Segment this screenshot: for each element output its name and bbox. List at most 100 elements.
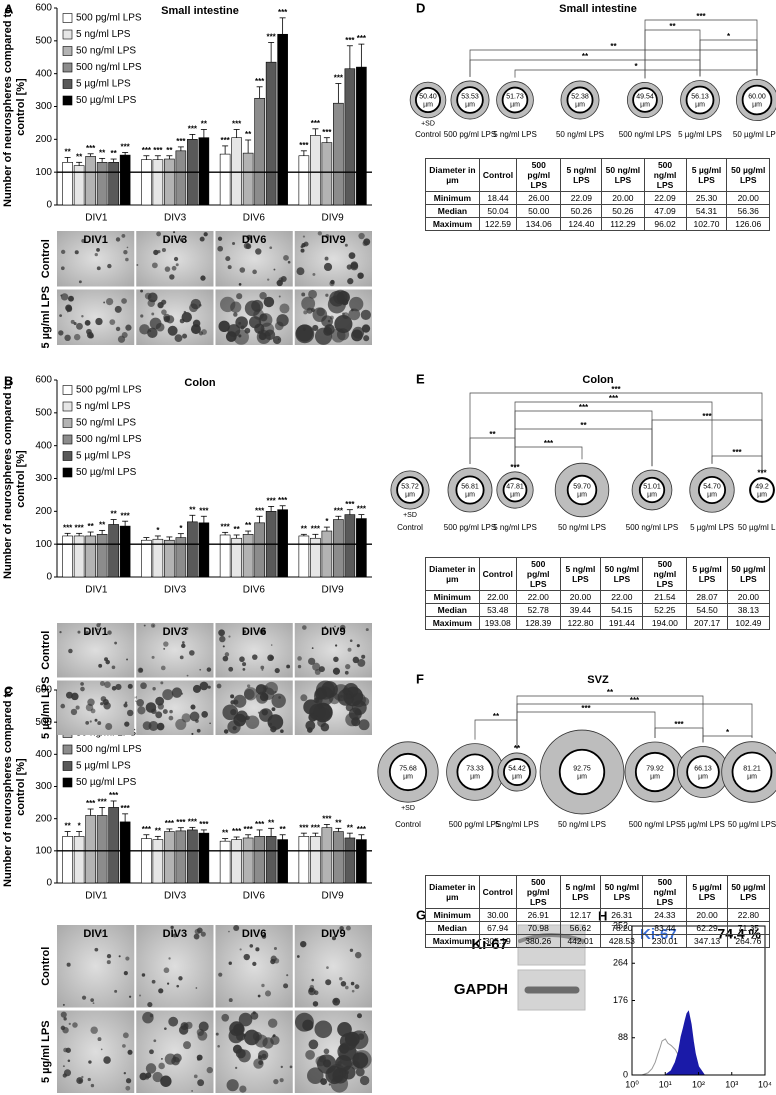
neurosphere xyxy=(312,324,319,331)
neurosphere xyxy=(125,1078,132,1084)
x-tick-label: 10⁰ xyxy=(625,1079,639,1089)
neurosphere xyxy=(193,1074,198,1079)
error-bar xyxy=(76,831,83,837)
neurosphere xyxy=(81,995,87,1000)
neurosphere xyxy=(68,295,74,302)
table-cell: 347.13 xyxy=(686,934,728,948)
table-cell: 442.01 xyxy=(559,934,602,948)
significance: ** xyxy=(111,510,118,519)
neurosphere xyxy=(198,331,204,336)
error-bar xyxy=(143,537,150,541)
bracket-line xyxy=(469,392,763,474)
legend-swatch xyxy=(62,777,73,788)
significance: *** xyxy=(345,36,355,45)
micrograph-column-label: DIV1 xyxy=(83,234,107,246)
significance: *** xyxy=(63,523,73,532)
neurosphere xyxy=(271,707,276,712)
neurosphere xyxy=(309,984,315,990)
neurosphere xyxy=(351,700,367,716)
x-tick-label: DIV6 xyxy=(243,891,266,902)
legend-label: 500 pg/ml LPS xyxy=(76,13,142,24)
significance: *** xyxy=(188,125,198,134)
neurosphere xyxy=(94,718,98,722)
neurosphere xyxy=(267,278,270,281)
neurosphere xyxy=(105,659,110,665)
neurosphere xyxy=(244,327,251,334)
bracket-label: *** xyxy=(611,385,621,394)
neurosphere xyxy=(230,694,235,699)
bar xyxy=(242,152,254,206)
table-cell: 12.17 xyxy=(559,908,602,922)
neurosphere xyxy=(280,1065,283,1069)
neurosphere xyxy=(62,1026,69,1034)
neurosphere xyxy=(153,249,159,256)
neurosphere xyxy=(358,232,365,240)
error-bar xyxy=(177,533,184,538)
table-cell: 20.00 xyxy=(559,590,602,604)
neurosphere xyxy=(61,249,66,255)
mean-unit: µm xyxy=(640,101,650,108)
neurosphere xyxy=(81,1075,84,1079)
neurosphere xyxy=(333,999,338,1003)
x-tick-label: DIV3 xyxy=(164,585,187,596)
micrograph-field xyxy=(294,623,372,678)
neurosphere xyxy=(145,1063,157,1074)
neurosphere xyxy=(72,1022,78,1028)
table-row: Minimum 18.44 26.00 22.09 20.00 22.09 25.30 20.… xyxy=(425,191,770,205)
neurosphere xyxy=(148,721,159,731)
table-cell: 39.44 xyxy=(559,603,602,617)
neurosphere xyxy=(334,625,336,628)
neurosphere xyxy=(75,705,80,710)
neurosphere xyxy=(64,334,71,342)
neurosphere xyxy=(228,998,233,1003)
neurosphere xyxy=(324,626,327,629)
error-bar xyxy=(87,153,94,157)
significance-bracket: ** xyxy=(469,52,701,77)
table-cell: 122.80 xyxy=(559,616,602,630)
neurosphere xyxy=(200,931,206,937)
group-label: 50 µg/ml LPS xyxy=(727,820,776,829)
neurosphere xyxy=(334,644,338,647)
neurosphere xyxy=(296,955,300,958)
neurosphere xyxy=(176,984,180,988)
micrograph xyxy=(294,680,372,735)
table-row: Maximum 122.59 134.06 124.40 112.29 96.02 102.… xyxy=(425,217,770,231)
micrograph-column-label: DIV9 xyxy=(321,234,345,246)
neurosphere xyxy=(327,319,331,323)
panel-title: Small intestine xyxy=(559,3,637,15)
neurosphere xyxy=(138,668,143,673)
significance: *** xyxy=(255,506,265,515)
mean-unit: µm xyxy=(510,491,520,498)
significance: *** xyxy=(176,818,186,827)
micrograph-row-label: Control xyxy=(40,239,52,278)
legend-label: 5 µg/ml LPS xyxy=(76,761,131,772)
error-bar xyxy=(222,838,229,842)
bracket-line xyxy=(644,19,758,79)
neurosphere xyxy=(157,703,164,710)
error-bar xyxy=(87,531,94,536)
neurosphere xyxy=(161,309,167,315)
bar xyxy=(141,838,152,884)
y-tick-label: 400 xyxy=(35,68,52,79)
neurosphere xyxy=(302,235,306,238)
legend-swatch xyxy=(62,95,73,106)
table-header-cell: 50 µg/ml LPS xyxy=(726,557,771,591)
neurosphere xyxy=(198,1021,209,1032)
neurosphere xyxy=(308,712,318,722)
legend-swatch xyxy=(62,385,73,395)
neurosphere xyxy=(339,976,343,981)
micrograph-column-label: DIV6 xyxy=(242,234,266,246)
bar xyxy=(108,807,119,884)
neurosphere xyxy=(98,663,103,668)
bar xyxy=(141,539,152,578)
bar xyxy=(85,156,96,206)
legend-swatch xyxy=(62,13,73,23)
legend-label: 500 ng/ml LPS xyxy=(76,744,142,755)
table-cell: 47.09 xyxy=(643,204,687,218)
table-cell: 112.29 xyxy=(601,217,645,231)
neurosphere xyxy=(114,989,118,993)
error-bar xyxy=(189,134,196,140)
neurosphere xyxy=(301,292,306,297)
error-bar xyxy=(268,506,275,512)
error-bar xyxy=(154,155,161,160)
